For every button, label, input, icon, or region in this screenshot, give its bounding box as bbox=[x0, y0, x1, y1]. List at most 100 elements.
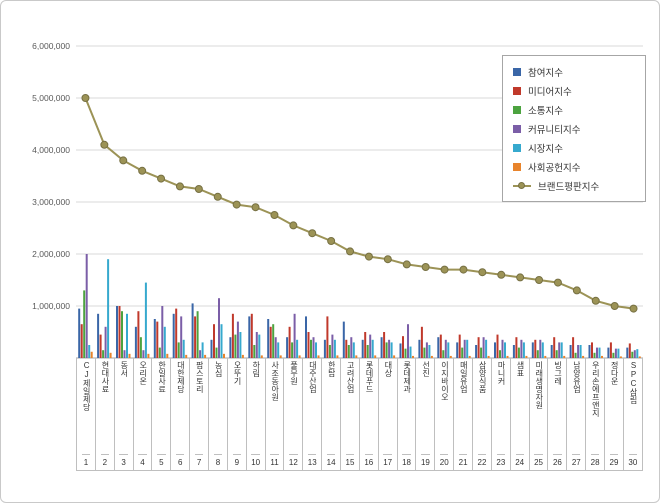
bar bbox=[121, 311, 123, 358]
bar bbox=[137, 311, 140, 358]
bar bbox=[85, 254, 88, 358]
legend-label: 사회공헌지수 bbox=[528, 162, 581, 174]
rank-label: 3 bbox=[121, 458, 126, 467]
bar bbox=[609, 342, 612, 358]
bar bbox=[102, 350, 105, 358]
bar-series bbox=[83, 290, 634, 358]
line-marker bbox=[270, 211, 279, 219]
bar-series bbox=[88, 259, 639, 358]
bar bbox=[333, 339, 336, 358]
line-marker bbox=[232, 200, 241, 209]
bar bbox=[404, 348, 407, 358]
line-marker bbox=[213, 192, 222, 201]
bar bbox=[598, 347, 601, 358]
category-label: 사조동아원 bbox=[270, 358, 279, 455]
bar bbox=[544, 355, 547, 358]
bar bbox=[182, 339, 185, 358]
bar bbox=[323, 339, 326, 358]
category-column: 동서 3 bbox=[113, 358, 133, 470]
bar bbox=[336, 355, 339, 358]
line-marker bbox=[402, 260, 411, 269]
bar bbox=[210, 339, 213, 358]
bar bbox=[456, 342, 459, 358]
bar bbox=[574, 352, 577, 358]
rank-label: 25 bbox=[534, 458, 543, 467]
category-column: 남양유업 27 bbox=[566, 358, 585, 470]
y-tick-label: 2,000,000 bbox=[32, 249, 70, 259]
bar bbox=[617, 348, 620, 358]
bar bbox=[296, 339, 299, 358]
category-column: 샘표 24 bbox=[509, 358, 529, 470]
bar bbox=[612, 352, 615, 358]
category-column: 오리온 4 bbox=[132, 358, 152, 470]
bar bbox=[541, 342, 544, 358]
bar bbox=[134, 326, 137, 358]
category-column: 우리손에프앤지 28 bbox=[585, 358, 604, 470]
bar bbox=[144, 282, 147, 358]
bar bbox=[126, 313, 128, 358]
bar bbox=[539, 339, 542, 358]
bar bbox=[118, 306, 121, 358]
bar bbox=[305, 316, 307, 358]
bar bbox=[78, 308, 81, 358]
bar bbox=[399, 343, 402, 358]
y-tick-label: 4,000,000 bbox=[32, 145, 70, 155]
bar bbox=[504, 342, 506, 358]
bar bbox=[439, 334, 442, 358]
bar bbox=[425, 342, 428, 358]
category-label: SPC삼립 bbox=[628, 358, 638, 455]
category-column: CJ제일제당 1 bbox=[76, 358, 95, 470]
bar bbox=[371, 339, 374, 358]
bar bbox=[139, 337, 142, 358]
bar bbox=[172, 313, 175, 358]
legend-item: 참여지수 bbox=[513, 63, 635, 80]
bar bbox=[231, 313, 234, 358]
category-column: 고려산업 15 bbox=[340, 358, 359, 470]
bar bbox=[277, 342, 280, 358]
category-label: 이지바이오 bbox=[440, 358, 449, 455]
bar bbox=[496, 334, 499, 358]
rank-label: 19 bbox=[420, 458, 430, 467]
rank-label: 4 bbox=[140, 458, 145, 467]
bar bbox=[104, 326, 107, 358]
legend-item: 브랜드평판지수 bbox=[513, 177, 635, 194]
bar bbox=[619, 356, 622, 358]
line-marker bbox=[81, 94, 90, 102]
bar bbox=[166, 353, 169, 358]
bar bbox=[596, 347, 598, 358]
y-tick-label: 3,000,000 bbox=[32, 197, 70, 207]
bar bbox=[218, 298, 220, 358]
legend-item: 커뮤니티지수 bbox=[513, 120, 635, 137]
line-marker bbox=[194, 185, 203, 193]
bar bbox=[163, 326, 166, 358]
bar bbox=[272, 324, 275, 358]
line-marker bbox=[497, 270, 506, 279]
rank-label: 17 bbox=[383, 458, 393, 467]
line-marker bbox=[629, 304, 638, 313]
bar bbox=[420, 326, 423, 358]
bar bbox=[147, 353, 150, 358]
line-marker bbox=[289, 221, 298, 230]
category-column: 롯데푸드 16 bbox=[358, 358, 378, 470]
bar bbox=[601, 355, 603, 358]
category-label: 하림 bbox=[251, 358, 260, 455]
bar bbox=[447, 342, 450, 358]
category-label: 팜스토리 bbox=[194, 358, 204, 455]
line-marker bbox=[175, 182, 184, 191]
legend-swatch bbox=[513, 143, 521, 152]
rank-label: 23 bbox=[496, 458, 506, 467]
bar bbox=[185, 354, 188, 358]
legend-swatch bbox=[513, 124, 521, 133]
bar bbox=[636, 349, 639, 358]
category-label: 삼양식품 bbox=[477, 358, 487, 455]
bar bbox=[253, 345, 256, 358]
rank-label: 10 bbox=[251, 458, 261, 467]
legend-item: 소통지수 bbox=[513, 101, 635, 118]
category-column: 대한제당 6 bbox=[170, 358, 189, 470]
bar bbox=[563, 355, 566, 358]
bar bbox=[355, 355, 358, 358]
bar bbox=[423, 347, 426, 358]
bar bbox=[607, 347, 610, 358]
bar bbox=[177, 342, 180, 358]
